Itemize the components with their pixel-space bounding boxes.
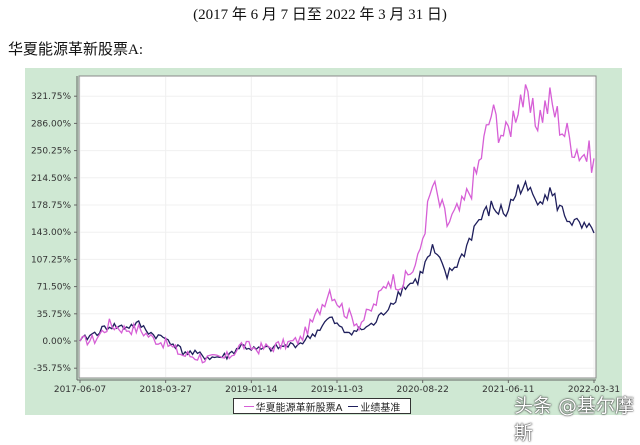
- y-tick-label: 286.00%: [31, 119, 71, 129]
- y-tick-label: 321.75%: [31, 92, 71, 102]
- date-range-subtitle: (2017 年 6 月 7 日至 2022 年 3 月 31 日): [193, 7, 447, 23]
- legend-label-benchmark: 业绩基准: [360, 402, 401, 414]
- x-axis-ticks: 2017-06-07 2018-03-27 2019-01-14 2019-11-03…: [54, 380, 620, 395]
- y-tick-label: -35.75%: [33, 364, 71, 374]
- watermark: 头条 @基尔摩斯: [514, 395, 635, 444]
- x-tick-label: 2020-08-22: [397, 385, 449, 395]
- fund-heading: 华夏能源革新股票A:: [8, 42, 144, 58]
- x-tick-label: 2021-06-11: [482, 385, 534, 395]
- line-chart: 321.75% 286.00% 250.25% 214.50% 178.75% 143.0…: [31, 75, 620, 395]
- y-axis-ticks: 321.75% 286.00% 250.25% 214.50% 178.75% 143.0…: [31, 92, 77, 374]
- y-tick-label: 0.00%: [42, 337, 71, 347]
- y-tick-label: 143.00%: [31, 228, 71, 238]
- legend-item-benchmark: 业绩基准: [348, 399, 400, 414]
- y-tick-label: 107.25%: [31, 255, 71, 265]
- x-tick-label: 2019-11-03: [311, 385, 363, 395]
- fund-line: [79, 84, 595, 364]
- x-tick-label: 2022-03-31: [568, 385, 620, 395]
- y-tick-label: 71.50%: [37, 283, 72, 293]
- x-tick-label: 2018-03-27: [140, 385, 192, 395]
- y-tick-label: 178.75%: [31, 201, 71, 211]
- legend-label-fund: 华夏能源革新股票A: [255, 402, 343, 414]
- x-tick-label: 2019-01-14: [225, 385, 278, 395]
- legend-swatch-fund: [243, 405, 254, 407]
- x-tick-label: 2017-06-07: [54, 385, 106, 395]
- y-tick-label: 250.25%: [31, 147, 71, 157]
- chart-legend: 华夏能源革新股票A 业绩基准: [233, 398, 411, 414]
- y-tick-label: 214.50%: [31, 174, 71, 184]
- legend-item-fund: 华夏能源革新股票A: [243, 399, 343, 414]
- y-tick-label: 35.75%: [37, 310, 72, 320]
- legend-swatch-benchmark: [348, 405, 359, 407]
